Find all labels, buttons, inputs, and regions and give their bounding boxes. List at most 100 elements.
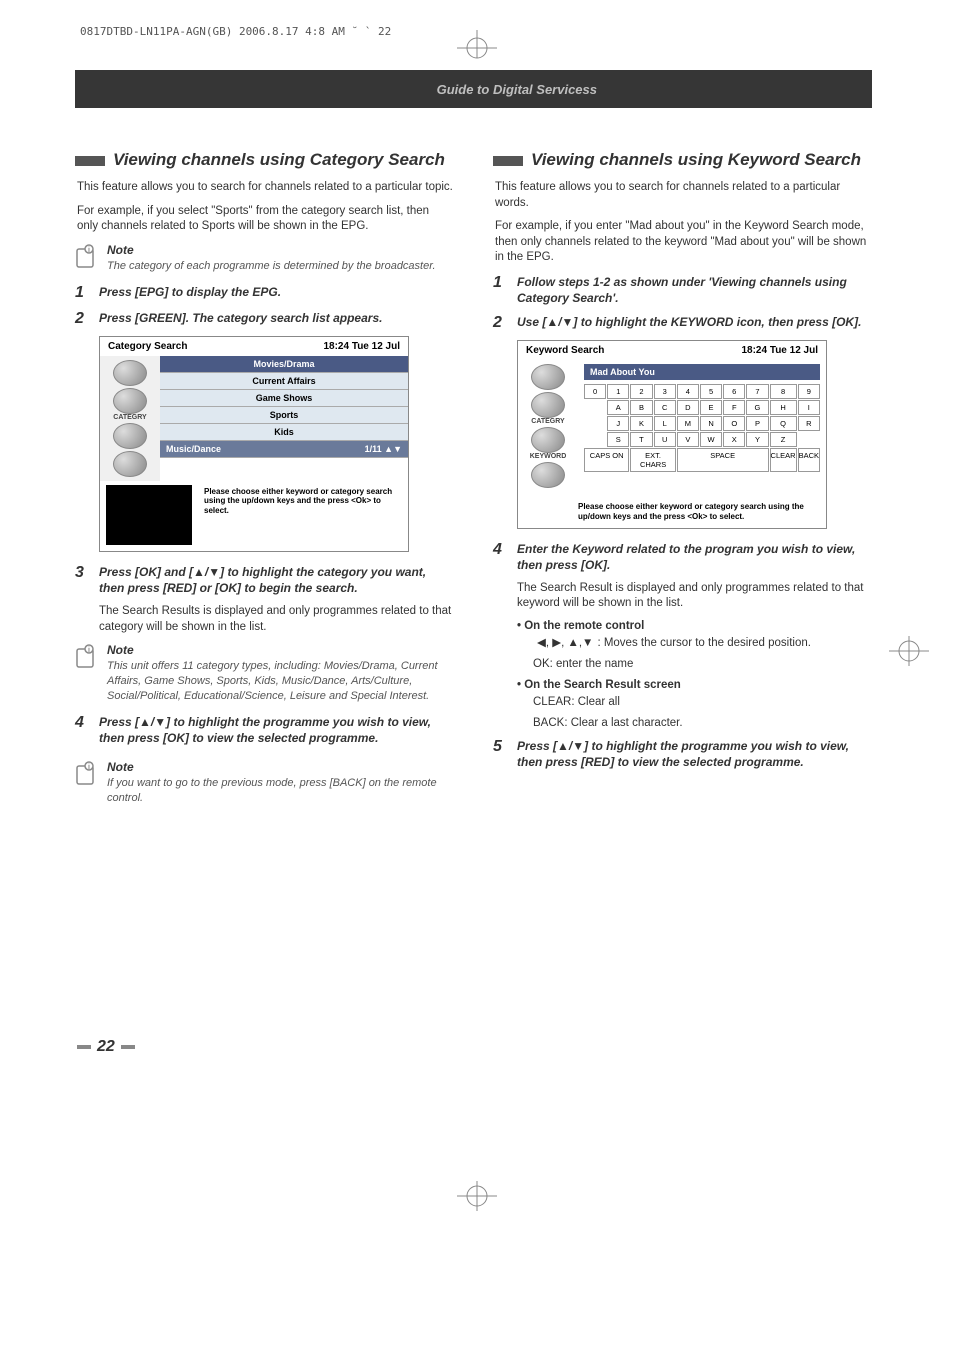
note-label: Note	[107, 643, 453, 657]
step-3: 3 Press [OK] and [▲/▼] to highlight the …	[75, 564, 453, 596]
keyboard-grid: 0 1 2 3 4 5 6 7 8 9 A B	[584, 384, 820, 472]
step-4: 4 Enter the Keyword related to the progr…	[493, 541, 871, 573]
note-label: Note	[107, 760, 453, 774]
globe-icon	[531, 364, 565, 390]
note-label: Note	[107, 243, 436, 257]
section-title-text: Viewing channels using Category Search	[113, 150, 445, 170]
section-title-text: Viewing channels using Keyword Search	[531, 150, 861, 170]
globe-icon	[113, 451, 147, 477]
svg-text:i: i	[88, 764, 90, 771]
key-cell: CAPS ON	[584, 448, 629, 472]
remote-arrows: ◀, ▶, ▲,▼ : Moves the cursor to the desi…	[537, 636, 871, 652]
key-cell: F	[723, 400, 745, 415]
category-item: Kids	[160, 424, 408, 441]
note-icon: i	[75, 760, 97, 786]
key-cell: CLEAR	[770, 448, 797, 472]
category-label: Music/Dance	[166, 444, 221, 454]
page-number-value: 22	[97, 1038, 115, 1056]
step-body: The Search Results is displayed and only…	[99, 604, 453, 635]
globe-icon	[531, 392, 565, 418]
note-content: Note If you want to go to the previous m…	[107, 760, 453, 806]
screenshot-sidebar: CATEGRY	[100, 356, 160, 481]
step-number: 3	[75, 564, 89, 596]
sidebar-label: CATEGRY	[531, 418, 564, 425]
screenshot-header: Category Search 18:24 Tue 12 Jul	[100, 337, 408, 356]
category-item: Music/Dance 1/11 ▲▼	[160, 441, 408, 458]
step-number: 5	[493, 738, 507, 770]
key-cell: D	[677, 400, 699, 415]
note-block: i Note This unit offers 11 category type…	[75, 643, 453, 704]
crop-mark-bottom	[447, 1181, 507, 1216]
keyboard-area: Mad About You 0 1 2 3 4 5 6 7 8 9	[578, 360, 826, 492]
intro-text: This feature allows you to search for ch…	[77, 180, 453, 196]
globe-icon	[113, 423, 147, 449]
key-cell: 1	[607, 384, 629, 399]
key-cell: SPACE	[677, 448, 769, 472]
screenshot-footer: Please choose either keyword or category…	[518, 496, 826, 527]
key-cell: X	[723, 432, 745, 447]
arrow-description: : Moves the cursor to the desired positi…	[597, 636, 811, 652]
key-cell: S	[607, 432, 629, 447]
sidebar-label: KEYWORD	[530, 453, 567, 460]
page-indicator: 1/11 ▲▼	[365, 444, 402, 454]
step-2: 2 Press [GREEN]. The category search lis…	[75, 310, 453, 328]
key-cell: L	[654, 416, 676, 431]
step-body: The Search Result is displayed and only …	[517, 581, 871, 612]
step-text: Press [▲/▼] to highlight the programme y…	[99, 714, 453, 746]
result-heading: • On the Search Result screen	[517, 679, 871, 691]
step-number: 1	[493, 274, 507, 306]
step-text: Enter the Keyword related to the program…	[517, 541, 871, 573]
example-text: For example, if you select "Sports" from…	[77, 204, 453, 235]
manual-page: 0817DTBD-LN11PA-AGN(GB) 2006.8.17 4:8 AM…	[0, 0, 954, 1351]
content-area: Viewing channels using Category Search T…	[75, 150, 872, 816]
key-cell: B	[630, 400, 652, 415]
step-text: Follow steps 1-2 as shown under 'Viewing…	[517, 274, 871, 306]
remote-ok: OK: enter the name	[533, 657, 871, 673]
step-number: 1	[75, 284, 89, 302]
globe-icon	[113, 360, 147, 386]
screenshot-hint: Please choose either keyword or category…	[198, 481, 408, 551]
key-cell: EXT. CHARS	[630, 448, 675, 472]
key-cell: C	[654, 400, 676, 415]
key-cell: U	[654, 432, 676, 447]
screenshot-header: Keyword Search 18:24 Tue 12 Jul	[518, 341, 826, 360]
chapter-title: Guide to Digital Servicess	[437, 82, 597, 97]
sidebar-label: CATEGRY	[113, 414, 146, 421]
key-cell: K	[630, 416, 652, 431]
screenshot-time: 18:24 Tue 12 Jul	[323, 341, 400, 352]
key-cell: E	[700, 400, 722, 415]
note-block: i Note If you want to go to the previous…	[75, 760, 453, 806]
result-clear: CLEAR: Clear all	[533, 695, 871, 711]
category-search-screenshot: Category Search 18:24 Tue 12 Jul CATEGRY…	[99, 336, 409, 552]
globe-icon	[531, 427, 565, 453]
screenshot-title: Category Search	[108, 341, 187, 352]
step-number: 2	[493, 314, 507, 332]
note-content: Note This unit offers 11 category types,…	[107, 643, 453, 704]
chapter-bar: Guide to Digital Servicess	[75, 70, 872, 108]
screenshot-footer: Please choose either keyword or category…	[100, 481, 408, 551]
remote-heading: • On the remote control	[517, 620, 871, 632]
note-text: If you want to go to the previous mode, …	[107, 776, 453, 806]
key-cell: G	[746, 400, 768, 415]
globe-icon	[531, 462, 565, 488]
note-icon: i	[75, 643, 97, 669]
step-5: 5 Press [▲/▼] to highlight the programme…	[493, 738, 871, 770]
crop-mark-top	[447, 30, 507, 60]
key-cell: P	[746, 416, 768, 431]
step-number: 2	[75, 310, 89, 328]
category-list: Movies/Drama Current Affairs Game Shows …	[160, 356, 408, 481]
result-back: BACK: Clear a last character.	[533, 716, 871, 732]
category-item: Sports	[160, 407, 408, 424]
right-column: Viewing channels using Keyword Search Th…	[493, 150, 871, 816]
note-icon: i	[75, 243, 97, 269]
screenshot-time: 18:24 Tue 12 Jul	[741, 345, 818, 356]
left-column: Viewing channels using Category Search T…	[75, 150, 453, 816]
note-content: Note The category of each programme is d…	[107, 243, 436, 274]
crop-mark-right	[879, 636, 939, 671]
step-text: Press [EPG] to display the EPG.	[99, 284, 281, 302]
keyword-field: Mad About You	[584, 364, 820, 380]
key-cell: V	[677, 432, 699, 447]
note-block: i Note The category of each programme is…	[75, 243, 453, 274]
step-1: 1 Follow steps 1-2 as shown under 'Viewi…	[493, 274, 871, 306]
key-cell: W	[700, 432, 722, 447]
